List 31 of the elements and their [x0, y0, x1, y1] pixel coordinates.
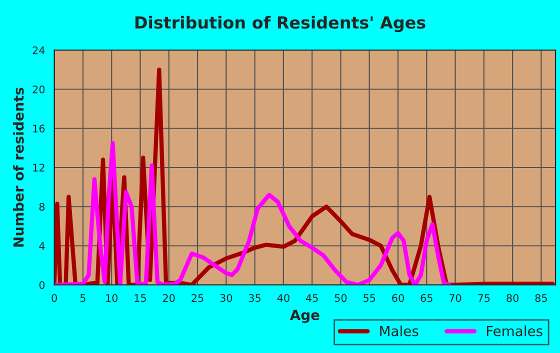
- legend-label: Females: [486, 326, 542, 336]
- x-tick-label: 45: [306, 294, 318, 302]
- x-tick-label: 60: [392, 294, 404, 302]
- x-tick-label: 65: [420, 294, 432, 302]
- x-tick-label: 5: [80, 294, 86, 302]
- chart-title: Distribution of Residents' Ages: [135, 16, 426, 32]
- x-tick-label: 20: [163, 294, 175, 302]
- x-tick-label: 55: [364, 294, 376, 302]
- line-series: [54, 140, 452, 285]
- x-tick-label: 75: [478, 294, 490, 302]
- y-tick-label: 4: [39, 242, 45, 250]
- y-tick-label: 0: [39, 281, 45, 289]
- y-axis-title: Number of residents: [13, 88, 24, 247]
- y-tick-label: 12: [33, 164, 44, 172]
- y-tick-label: 8: [39, 202, 45, 211]
- x-tick-label: 40: [277, 294, 290, 302]
- x-tick-label: 25: [192, 294, 204, 302]
- x-tick-label: 50: [334, 294, 347, 302]
- x-tick-label: 30: [220, 294, 232, 302]
- x-tick-label: 85: [535, 294, 547, 302]
- y-tick-label: 24: [32, 46, 45, 54]
- x-tick-label: 35: [248, 294, 261, 302]
- x-tick-label: 15: [134, 294, 146, 302]
- x-axis-title: Age: [290, 310, 320, 323]
- x-tick-label: 70: [450, 294, 462, 302]
- x-tick-label: 0: [52, 294, 57, 302]
- x-tick-label: 80: [506, 294, 518, 302]
- legend-label: Males: [380, 326, 418, 336]
- x-tick-label: 10: [106, 294, 118, 302]
- y-tick-label: 16: [33, 124, 45, 132]
- y-tick-label: 20: [32, 85, 45, 94]
